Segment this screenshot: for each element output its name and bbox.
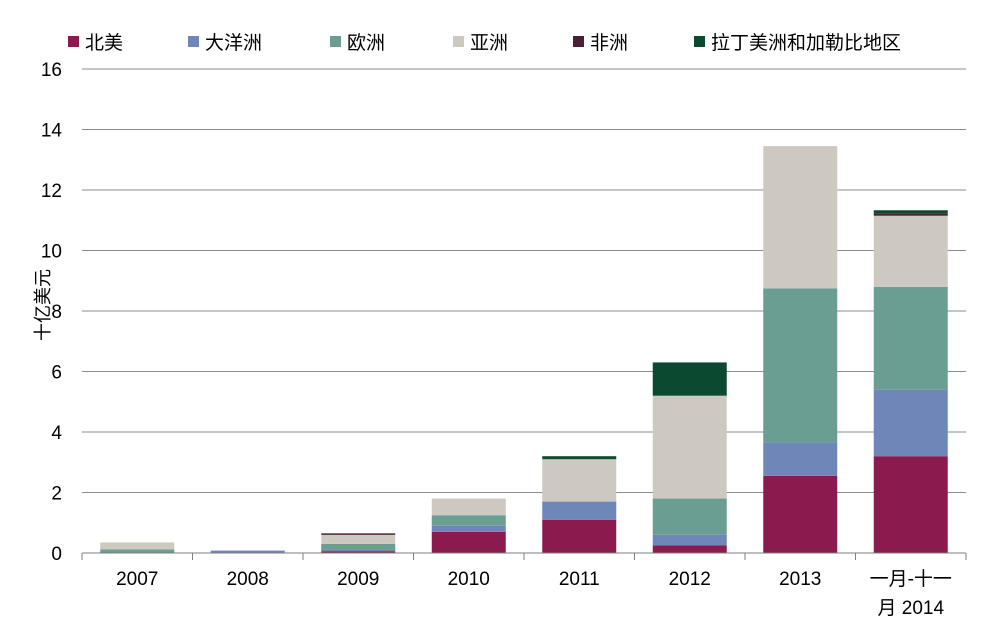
bar-1-series-1 [210, 550, 285, 553]
bar-5-series-2 [652, 498, 727, 535]
bar-3-series-1 [431, 525, 506, 532]
bar-2-series-1 [321, 549, 396, 552]
x-tick-label-7-line-0: 一月-十一 [870, 568, 952, 590]
legend-item-oceania: 大洋洲 [188, 28, 262, 55]
legend-label-oceania: 大洋洲 [205, 33, 263, 54]
bar-2-series-0 [321, 551, 396, 553]
bar-2-series-3 [321, 534, 396, 544]
bar-3-series-2 [431, 515, 506, 526]
bar-7-series-1 [873, 389, 948, 457]
legend-item-north-america: 北美 [68, 28, 123, 55]
bar-4-series-3 [542, 459, 617, 502]
x-tick-label-7-line-1: 月 2014 [877, 598, 944, 619]
bar-6-series-3 [763, 146, 838, 289]
bar-5-series-3 [652, 395, 727, 499]
y-tick-label-0: 0 [51, 544, 62, 565]
legend-item-latin-america: 拉丁美洲和加勒比地区 [694, 28, 901, 55]
bar-7-series-4 [873, 213, 948, 216]
x-tick-label-4: 2011 [559, 569, 600, 590]
legend-swatch-latin-america [694, 36, 705, 47]
legend-label-africa: 非洲 [590, 33, 629, 54]
bar-7-series-5 [873, 210, 948, 214]
y-tick-label-14: 14 [41, 121, 63, 142]
y-tick-label-6: 6 [51, 363, 62, 384]
bar-6-series-2 [763, 288, 838, 443]
y-tick-label-8: 8 [51, 302, 62, 323]
bar-7-series-3 [873, 215, 948, 287]
axes [81, 552, 967, 560]
x-tick-label-3: 2010 [448, 569, 490, 590]
bar-5-series-1 [652, 534, 727, 546]
bar-5-series-0 [652, 545, 727, 553]
legend-label-asia: 亚洲 [470, 33, 509, 54]
y-tick-label-4: 4 [51, 423, 62, 444]
bar-2-series-2 [321, 543, 396, 550]
y-tick-labels: 0 2 4 6 8 10 12 14 16 [41, 60, 63, 565]
bar-6-series-0 [763, 475, 838, 553]
bar-0-series-2 [100, 549, 175, 553]
y-tick-label-12: 12 [41, 181, 62, 202]
legend-swatch-oceania [188, 36, 199, 47]
legend-label-latin-america: 拉丁美洲和加勒比地区 [711, 33, 902, 54]
x-tick-labels: 2007 2008 2009 2010 2011 2012 2013 一月-十一月 2014 [116, 568, 952, 619]
y-tick-label-10: 10 [41, 242, 62, 263]
bar-2-series-4 [321, 533, 396, 535]
bar-5-series-5 [652, 362, 727, 396]
legend-swatch-africa [573, 36, 584, 47]
bar-3-series-3 [431, 498, 506, 516]
legend-swatch-north-america [68, 36, 79, 47]
bar-3-series-0 [431, 531, 506, 553]
bar-0-series-3 [100, 542, 175, 550]
legend-label-north-america: 北美 [85, 33, 124, 54]
x-tick-label-1: 2008 [227, 569, 269, 590]
legend-label-europe: 欧洲 [347, 33, 386, 54]
legend-item-asia: 亚洲 [453, 28, 508, 55]
y-tick-label-16: 16 [41, 60, 62, 81]
x-tick-label-2: 2009 [337, 569, 379, 590]
bar-4-series-5 [542, 456, 617, 460]
bar-7-series-0 [873, 456, 948, 553]
bar-6-series-1 [763, 442, 838, 476]
legend-swatch-asia [453, 36, 464, 47]
x-tick-label-0: 2007 [116, 569, 158, 590]
bar-7-series-2 [873, 286, 948, 390]
y-tick-label-2: 2 [51, 484, 62, 505]
legend-item-africa: 非洲 [573, 28, 628, 55]
legend-item-europe: 欧洲 [330, 28, 385, 55]
bar-4-series-0 [542, 519, 617, 553]
legend-swatch-europe [330, 36, 341, 47]
bar-4-series-1 [542, 501, 617, 520]
legend: 北美 大洋洲 欧洲 亚洲 非洲 拉丁美洲和加勒比地区 [68, 28, 968, 56]
x-tick-label-6: 2013 [779, 569, 821, 590]
bars [100, 146, 948, 553]
x-tick-label-5: 2012 [669, 569, 711, 590]
